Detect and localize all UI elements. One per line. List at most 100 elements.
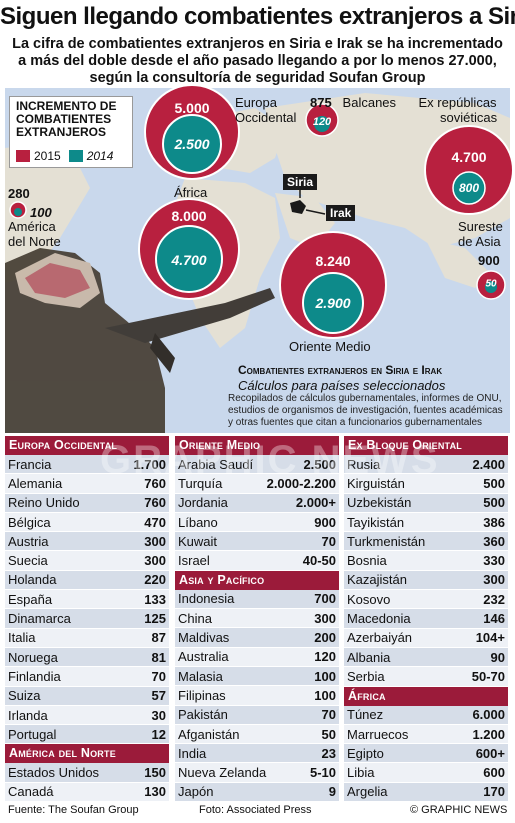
fighter-count: 130 — [144, 784, 166, 800]
table-row: Arabia Saudí 2.500 — [175, 455, 339, 475]
table-row: Italia 87 — [5, 628, 169, 648]
fighter-count: 700 — [314, 591, 336, 607]
america-name-line1: América — [8, 219, 56, 234]
country-name: Argelia — [347, 784, 388, 800]
africa-2014-value: 4.700 — [171, 252, 207, 268]
country-name: Macedonia — [347, 611, 411, 627]
table-row: Suecia 300 — [5, 551, 169, 571]
table-row: Marruecos 1.200 — [344, 724, 508, 745]
fighter-count: 125 — [144, 611, 166, 627]
country-name: Pakistán — [178, 707, 228, 723]
balcanes-label: 875 Balcanes — [310, 95, 396, 110]
fighter-count: 1.200 — [472, 726, 505, 742]
country-name: India — [178, 745, 207, 761]
table-row: España 133 — [5, 590, 169, 610]
country-name: Finlandia — [8, 668, 61, 684]
table-row: India 23 — [175, 744, 339, 764]
table-row: Dinamarca 125 — [5, 609, 169, 629]
section-asia-pacifico: Asia y Pacífico — [175, 570, 339, 590]
table-row: Israel 40-50 — [175, 551, 339, 571]
legend-swatch-2014 — [68, 150, 83, 162]
table-row: Pakistán 70 — [175, 705, 339, 725]
info-title: Combatientes extranjeros en Siria e Irak — [238, 363, 443, 377]
sureste-2015-value: 900 — [478, 253, 500, 268]
table-row: Egipto 600+ — [344, 744, 508, 764]
section-europa-occidental: Europa Occidental — [5, 436, 169, 455]
fighter-count: 90 — [490, 649, 505, 665]
fighter-count: 1.700 — [133, 456, 166, 472]
rows-asia-pacifico: Indonesia 700 China 300 Maldivas 200 Australia… — [175, 589, 339, 803]
country-name: Kosovo — [347, 591, 391, 607]
country-name: Reino Unido — [8, 495, 80, 511]
info-subtitle: Cálculos para países seleccionados — [238, 378, 446, 393]
fighter-count: 2.400 — [472, 456, 505, 472]
country-name: Bélgica — [8, 514, 51, 530]
bubble-europa-2014 — [162, 114, 222, 174]
country-name: Turquía — [178, 475, 223, 491]
fighter-count: 12 — [151, 726, 166, 742]
america-name-line2: del Norte — [8, 234, 61, 249]
bubble-balcanes-2014 — [314, 116, 330, 132]
legend-title-line3: extranjeros — [16, 125, 107, 139]
country-name: Tayikistán — [347, 514, 405, 530]
exrep-name-line1: Ex repúblicas — [418, 95, 497, 110]
country-name: Maldivas — [178, 630, 230, 646]
america-label: 280 — [8, 186, 30, 201]
oriente-2014-value: 2.900 — [315, 295, 351, 311]
table-row: Holanda 220 — [5, 570, 169, 591]
country-name: Túnez — [347, 707, 384, 723]
table-row: Líbano 900 — [175, 512, 339, 533]
rows-america-norte: Estados Unidos 150 Canadá 130 — [5, 763, 169, 803]
soldier-photo — [5, 248, 275, 433]
country-name: Malasia — [178, 668, 223, 684]
country-name: Francia — [8, 456, 52, 472]
table-row: Argelia 170 — [344, 782, 508, 803]
europa-2015-value: 5.000 — [174, 100, 210, 116]
europa-label: Europa Occidental — [235, 95, 296, 125]
table-row: Japón 9 — [175, 782, 339, 803]
fighter-count: 500 — [483, 495, 505, 511]
fighter-count: 100 — [314, 687, 336, 703]
country-name: Italia — [8, 630, 36, 646]
sureste-name-line1: Sureste — [458, 219, 503, 234]
fighter-count: 170 — [483, 784, 505, 800]
bubble-exrep-2014 — [452, 171, 486, 205]
country-name: Portugal — [8, 726, 57, 742]
fighter-count: 30 — [151, 707, 166, 723]
sureste-2014-value: 50 — [485, 278, 497, 290]
country-name: Canadá — [8, 784, 54, 800]
table-row: Malasia 100 — [175, 666, 339, 687]
exrep-2014-value: 800 — [458, 181, 480, 195]
country-name: Kazajistán — [347, 572, 407, 588]
fighter-count: 300 — [314, 610, 336, 626]
table-row: Tayikistán 386 — [344, 512, 508, 533]
info-source: Recopilados de cálculos gubernamentales,… — [228, 393, 503, 428]
country-name: Afganistán — [178, 726, 240, 742]
table-row: Suiza 57 — [5, 686, 169, 706]
sureste-name-line2: de Asia — [458, 234, 501, 249]
country-name: Japón — [178, 784, 214, 800]
fighter-count: 760 — [144, 475, 166, 491]
fighter-count: 200 — [314, 630, 336, 646]
fighter-count: 300 — [483, 572, 505, 588]
table-row: Finlandia 70 — [5, 667, 169, 687]
fighter-count: 220 — [144, 572, 166, 588]
fighter-count: 360 — [483, 533, 505, 549]
country-name: Egipto — [347, 745, 384, 761]
europa-2014-value: 2.500 — [174, 136, 210, 152]
exrep-name-line2: soviéticas — [440, 110, 498, 125]
fighter-count: 470 — [144, 514, 166, 530]
fighter-count: 100 — [314, 668, 336, 684]
country-name: Alemania — [8, 475, 63, 491]
fighter-count: 386 — [483, 514, 505, 530]
legend-title-line2: combatientes — [16, 112, 112, 126]
fighter-count: 232 — [483, 591, 505, 607]
country-name: Rusia — [347, 456, 381, 472]
section-africa: África — [344, 686, 508, 706]
table-row: Canadá 130 — [5, 782, 169, 803]
sureste-label: Sureste de Asia — [458, 219, 503, 249]
column-3: Ex Bloque Oriental Rusia 2.400 Kirguistán 5… — [344, 436, 508, 803]
table-row: Jordania 2.000+ — [175, 493, 339, 513]
fighter-count: 600+ — [475, 745, 505, 761]
table-row: Australia 120 — [175, 647, 339, 667]
